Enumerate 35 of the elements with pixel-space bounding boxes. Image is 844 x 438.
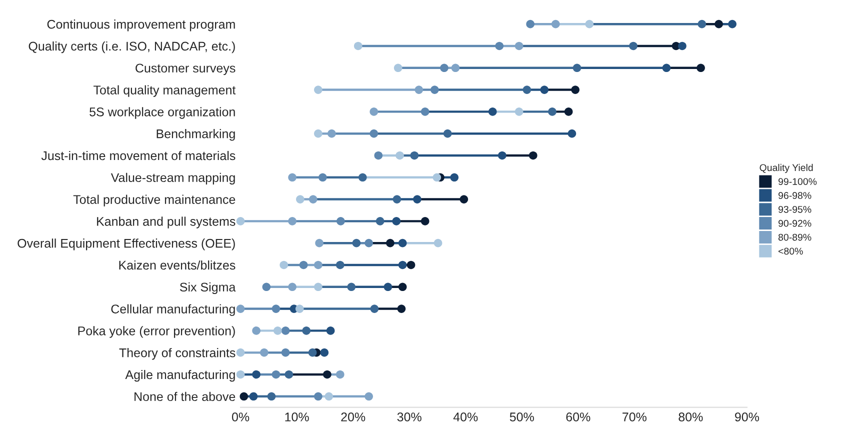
legend-label: <80%: [778, 248, 803, 255]
y-tick-label: Poka yoke (error prevention): [78, 326, 235, 338]
y-tick-label: Customer surveys: [136, 64, 236, 76]
x-tick-label: 70%: [622, 412, 646, 422]
y-tick-label: Total productive maintenance: [73, 194, 236, 206]
legend-label: 99-100%: [778, 178, 817, 185]
legend-label: 93-95%: [778, 206, 812, 213]
y-tick-label: Kanban and pull systems: [97, 216, 236, 228]
y-tick-label: Quality certs (i.e. ISO, NADCAP, etc.): [28, 41, 235, 54]
x-tick-label: 30%: [397, 412, 422, 422]
x-tick-label: 0%: [232, 412, 250, 422]
y-tick-label: Agile manufacturing: [125, 370, 235, 382]
x-tick-label: 20%: [341, 412, 366, 422]
y-tick-label: Value-stream mapping: [110, 172, 235, 185]
y-tick-label: Just-in-time movement of materials: [41, 150, 236, 160]
y-tick-label: Six Sigma: [180, 282, 236, 294]
y-tick-label: Benchmarking: [156, 129, 235, 141]
y-tick-label: Total quality management: [94, 85, 236, 97]
y-tick-label: 5S workplace organization: [90, 107, 235, 119]
legend-label: 90-92%: [778, 220, 812, 227]
y-tick-label: Continuous improvement program: [47, 20, 235, 32]
legend-title: Quality Yield: [760, 164, 813, 173]
y-tick-label: Cellular manufacturing: [111, 304, 235, 316]
legend-label: 96-98%: [778, 192, 812, 199]
x-tick-label: 50%: [510, 412, 534, 422]
y-tick-label: Kaizen events/blitzes: [119, 260, 236, 270]
x-tick-label: 10%: [285, 412, 309, 422]
x-tick-label: 40%: [453, 412, 478, 422]
y-tick-label: Theory of constraints: [119, 348, 236, 360]
x-tick-label: 90%: [735, 412, 760, 422]
x-tick-label: 60%: [566, 412, 590, 422]
y-tick-label: None of the above: [134, 392, 236, 402]
x-tick-label: 80%: [678, 412, 703, 422]
legend-label: 80-89%: [778, 234, 812, 241]
y-tick-label: Overall Equipment Effectiveness (OEE): [18, 238, 235, 250]
